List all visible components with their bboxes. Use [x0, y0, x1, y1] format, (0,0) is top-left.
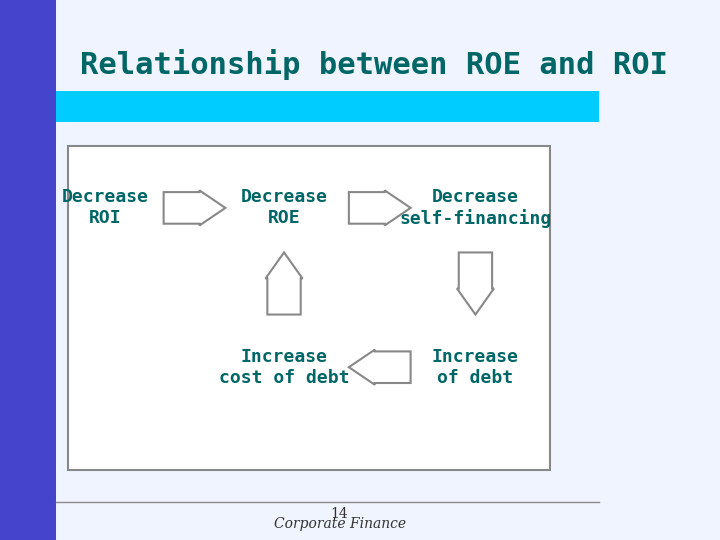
- Text: Decrease
self-financing: Decrease self-financing: [400, 188, 552, 228]
- Text: 14: 14: [330, 507, 348, 521]
- Polygon shape: [349, 350, 410, 384]
- Polygon shape: [163, 191, 225, 226]
- Text: Increase
cost of debt: Increase cost of debt: [219, 348, 349, 387]
- Text: Decrease
ROE: Decrease ROE: [240, 188, 328, 227]
- Polygon shape: [457, 252, 494, 314]
- Polygon shape: [349, 191, 410, 226]
- Text: Corporate Finance: Corporate Finance: [274, 517, 405, 531]
- Polygon shape: [266, 252, 302, 314]
- Text: Relationship between ROE and ROI: Relationship between ROE and ROI: [80, 49, 668, 80]
- Bar: [0, 0, 55, 540]
- Text: Increase
of debt: Increase of debt: [432, 348, 519, 387]
- FancyBboxPatch shape: [68, 146, 549, 470]
- Text: Decrease
ROI: Decrease ROI: [61, 188, 148, 227]
- Bar: [55, 91, 599, 122]
